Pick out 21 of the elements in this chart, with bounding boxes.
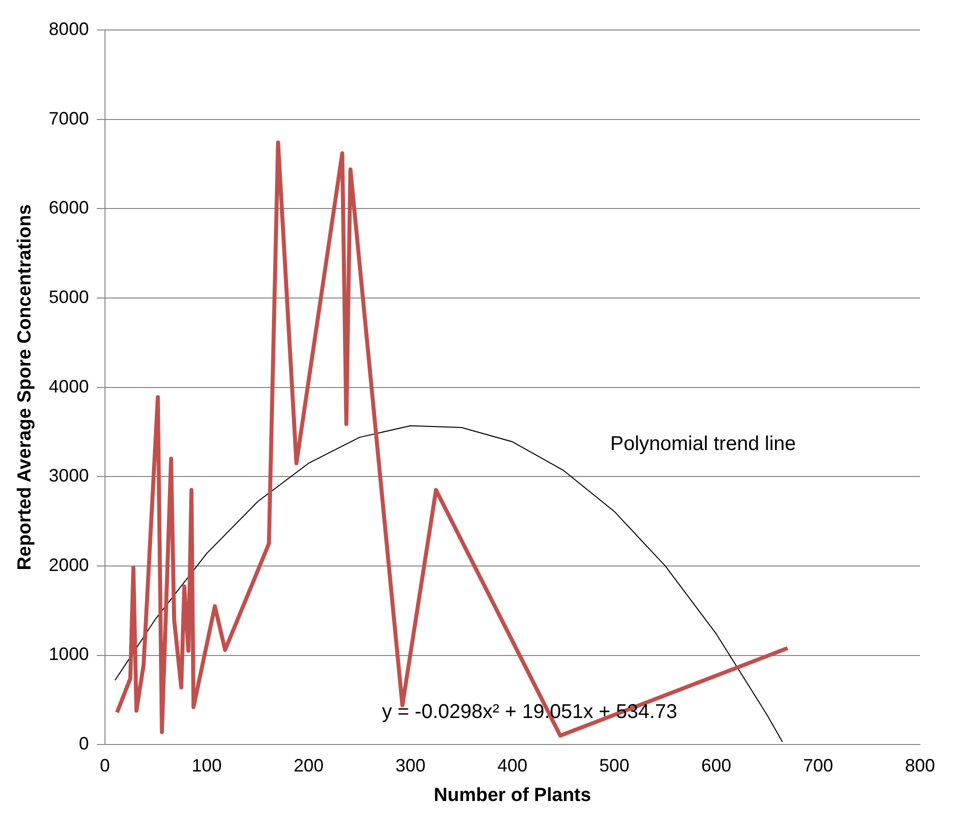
x-tick-label: 200 xyxy=(294,755,324,776)
x-tick-label: 400 xyxy=(497,755,528,776)
x-tick-label: 300 xyxy=(396,755,426,776)
y-axis-title: Reported Average Spore Concentrations xyxy=(14,204,36,570)
y-tick-label: 0 xyxy=(78,734,89,754)
y-tick-label: 3000 xyxy=(48,466,89,486)
y-tick-label: 1000 xyxy=(48,644,89,664)
annotation: Polynomial trend line xyxy=(610,432,796,455)
y-tick-label: 5000 xyxy=(48,286,89,307)
x-tick-label: 700 xyxy=(803,755,834,776)
y-tick-label: 6000 xyxy=(48,198,89,218)
x-tick-label: 0 xyxy=(100,755,110,776)
x-axis-title: Number of Plants xyxy=(434,784,592,806)
x-tick-label: 500 xyxy=(599,755,630,776)
y-tick-label: 2000 xyxy=(48,554,89,575)
y-tick-label: 7000 xyxy=(48,108,89,128)
y-tick-label: 4000 xyxy=(48,376,89,396)
x-tick-label: 800 xyxy=(904,755,936,776)
x-tick-label: 100 xyxy=(192,755,222,776)
y-tick-label: 8000 xyxy=(48,18,89,39)
x-tick-label: 600 xyxy=(701,755,732,776)
